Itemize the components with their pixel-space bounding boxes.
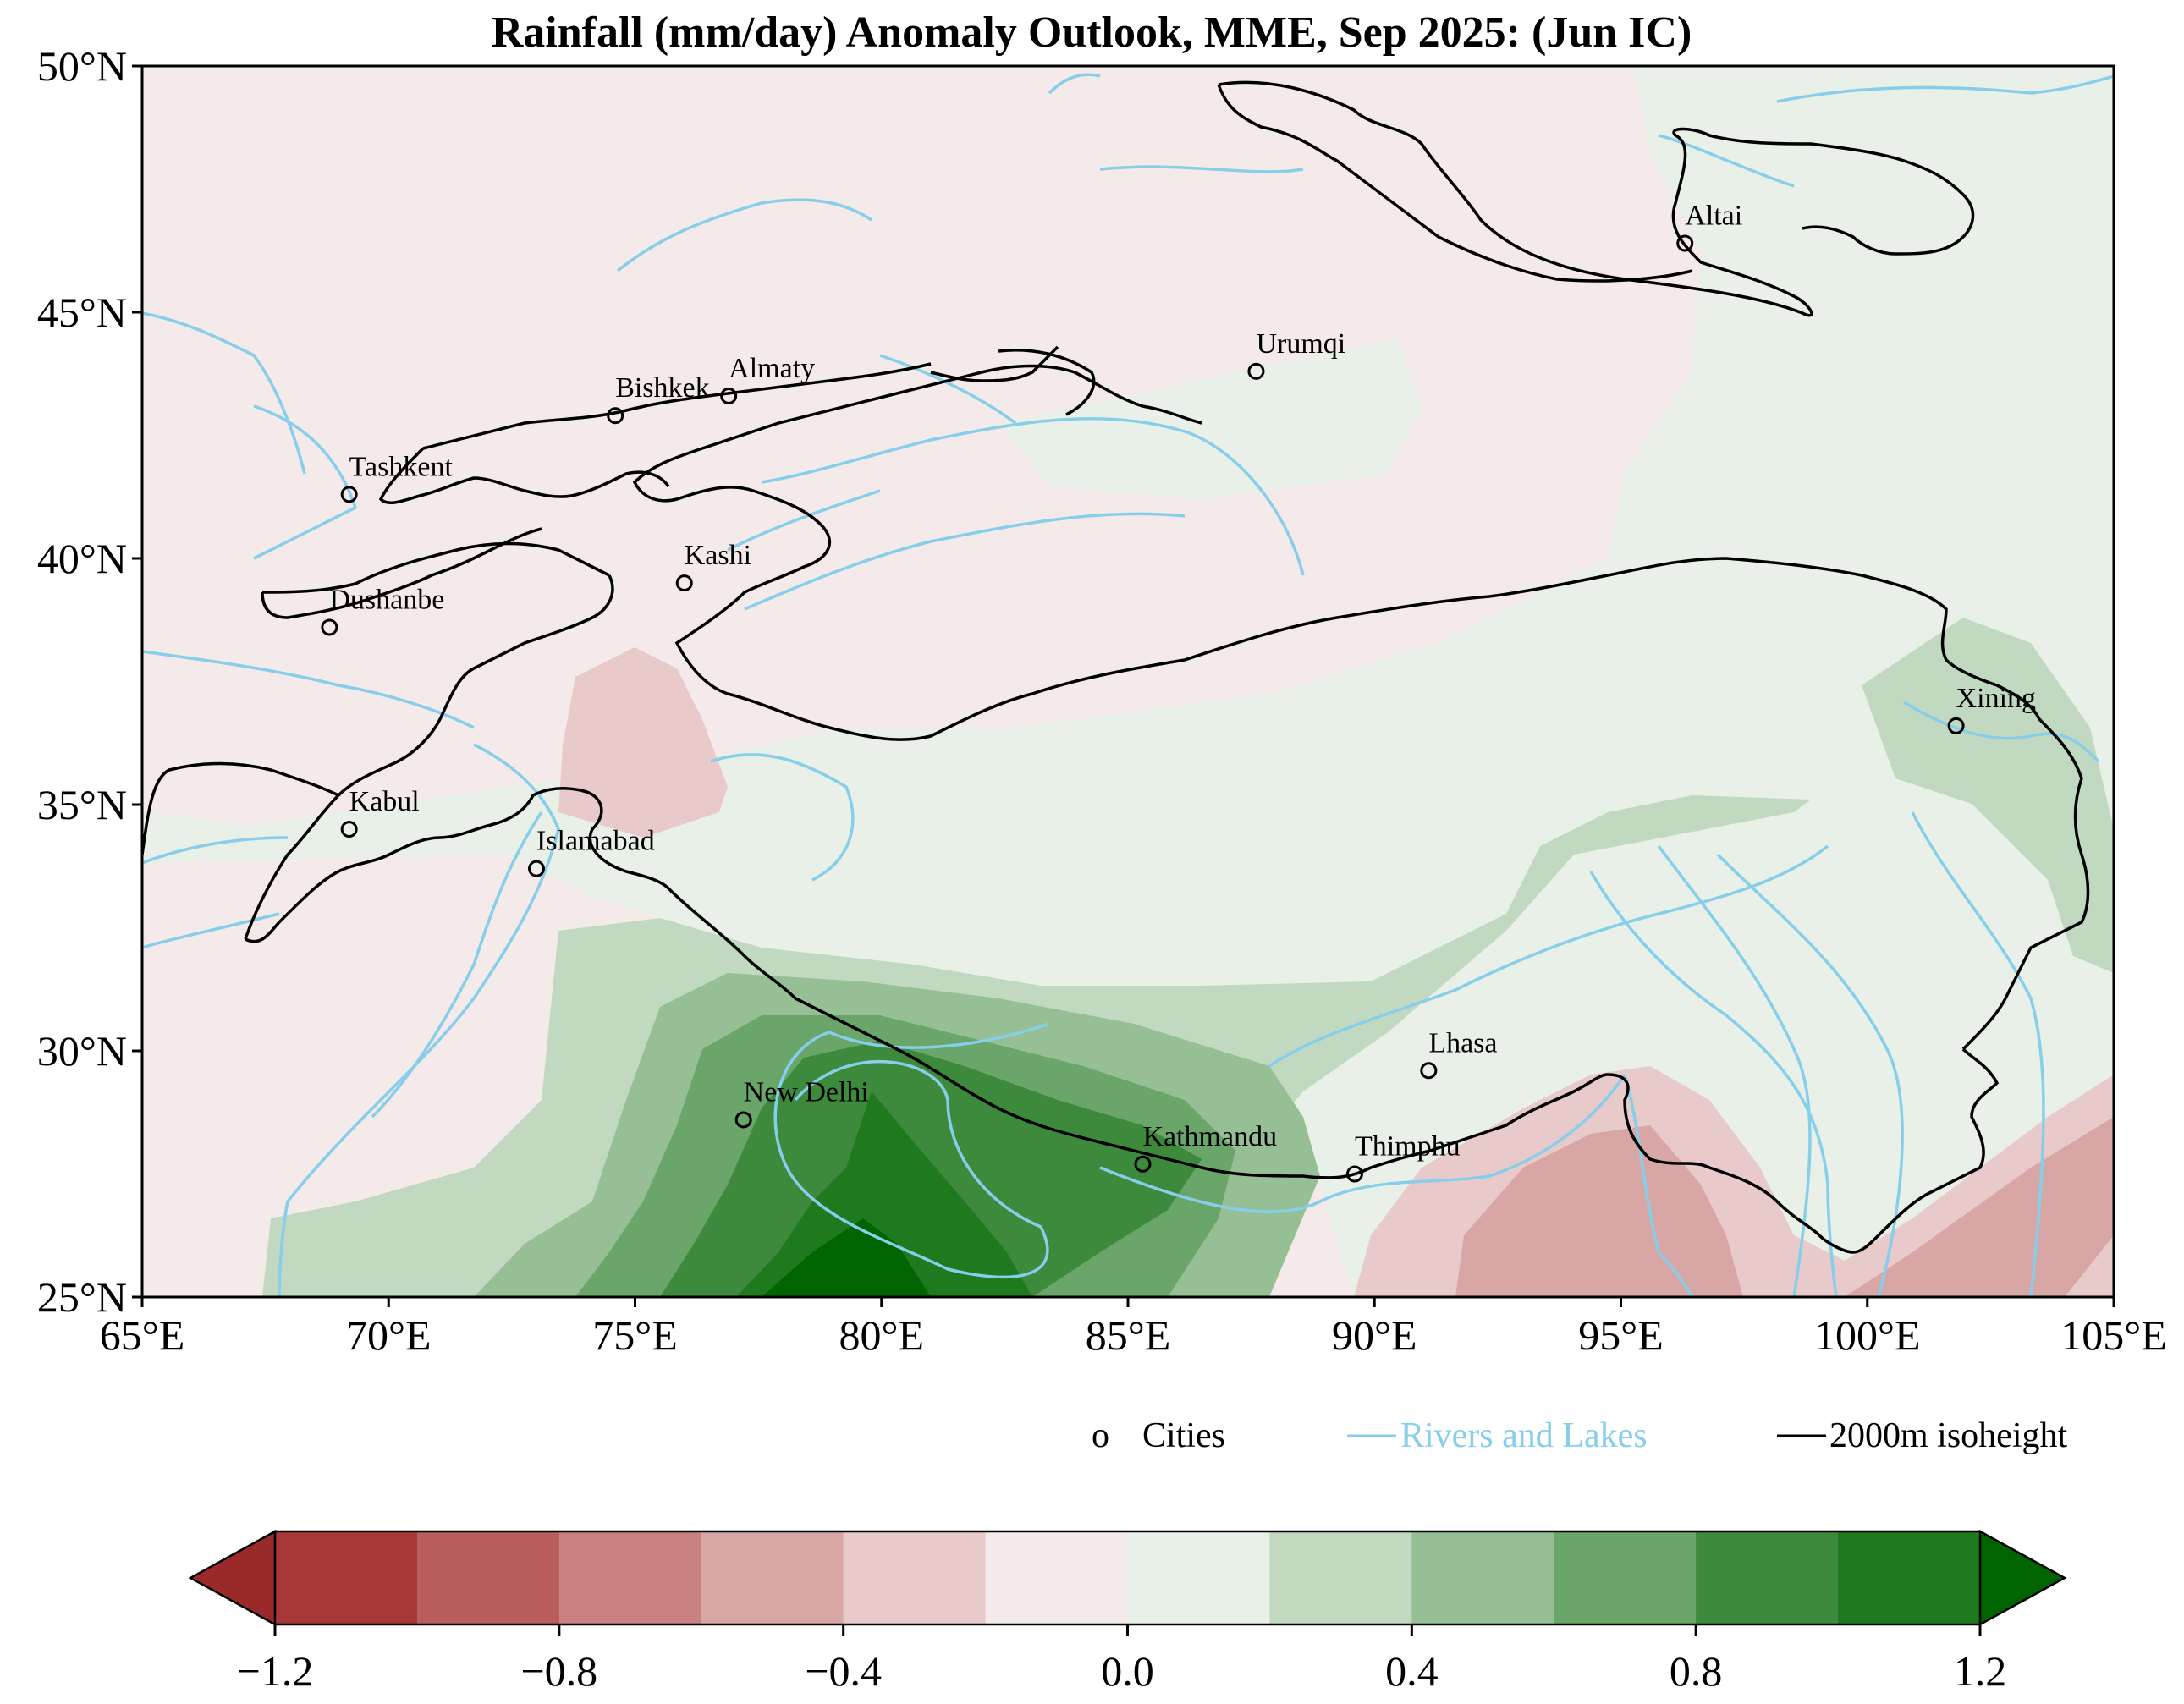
colorbar-tick-label: 0.0: [1101, 1647, 1154, 1695]
colorbar: −1.2 −0.8 −0.4 0.0 0.4 0.8 1.2: [188, 1529, 2067, 1695]
city-label: Almaty: [729, 353, 815, 384]
colorbar-segment: [558, 1531, 702, 1624]
colorbar-segment: [416, 1531, 560, 1624]
colorbar-under-extension: [188, 1529, 277, 1627]
anomaly-fill-positive-over: [762, 1218, 931, 1297]
city-layer: Altai Urumqi Almaty Bishkek Tashkent Kashi Dus…: [321, 201, 2036, 1183]
colorbar-segment: [275, 1531, 418, 1624]
legend-rivers-label: Rivers and Lakes: [1400, 1416, 1648, 1455]
city-marker: [528, 860, 545, 877]
anomaly-fill-weak-positive-tianshan: [998, 338, 1422, 499]
y-tick-label: 35°N: [37, 781, 127, 828]
isoheight-2000m: [142, 80, 2090, 1254]
colorbar-segment: [1127, 1531, 1270, 1624]
colorbar-segment: [1411, 1531, 1554, 1624]
city-label: Tashkent: [349, 451, 454, 482]
city-label: Kabul: [349, 786, 420, 817]
anomaly-fill-positive-1-0: [736, 1091, 1032, 1297]
colorbar-segment: [701, 1531, 844, 1624]
colorbar-segment: [1269, 1531, 1412, 1624]
y-tick-label: 30°N: [37, 1027, 127, 1075]
city-label: Altai: [1685, 201, 1742, 232]
city-marker: [321, 618, 338, 636]
colorbar-segment: [1554, 1531, 1697, 1624]
legend-isoheight-label: 2000m isoheight: [1829, 1416, 2067, 1455]
city-marker: [1420, 1062, 1438, 1080]
colorbar-segment: [985, 1531, 1128, 1624]
city-marker: [1947, 717, 1965, 734]
anomaly-fill-negative-pamir: [558, 647, 728, 838]
city-label: Thimphu: [1355, 1131, 1461, 1163]
city-label: Xining: [1956, 683, 2036, 714]
anomaly-fill-weak-positive: [142, 66, 2114, 1297]
x-tick-label: 90°E: [1332, 1311, 1417, 1359]
x-axis: 65°E 70°E 75°E 80°E 85°E 90°E 95°E 100°E 105°E: [100, 1297, 2167, 1359]
city-marker: [1134, 1155, 1152, 1173]
colorbar-segment: [1696, 1531, 1839, 1624]
rivers-and-lakes: [142, 73, 2114, 1297]
x-tick-label: 70°E: [346, 1311, 432, 1359]
city-marker: [1345, 1165, 1363, 1183]
figure-title: Rainfall (mm/day) Anomaly Outlook, MME, …: [492, 8, 1692, 57]
city-label: Kashi: [685, 540, 751, 571]
colorbar-segment: [1838, 1531, 1981, 1624]
city-label: Bishkek: [615, 372, 709, 404]
city-label: Lhasa: [1428, 1027, 1497, 1058]
x-tick-label: 65°E: [100, 1311, 185, 1359]
x-tick-label: 75°E: [592, 1311, 678, 1359]
city-marker: [1247, 362, 1265, 380]
colorbar-tick-label: 0.8: [1670, 1647, 1723, 1695]
map-legend: o Cities Rivers and Lakes 2000m isoheigh…: [1092, 1416, 2067, 1455]
colorbar-tick-label: 0.4: [1385, 1647, 1439, 1695]
y-tick-label: 25°N: [37, 1273, 127, 1321]
city-marker: [607, 407, 624, 425]
city-label: New Delhi: [744, 1076, 869, 1108]
city-label: Dushanbe: [329, 584, 444, 615]
y-axis: 25°N 30°N 35°N 40°N 45°N 50°N: [37, 42, 142, 1321]
x-tick-label: 105°E: [2060, 1311, 2167, 1359]
anomaly-fill-negative-far-east: [1845, 1117, 2114, 1297]
y-tick-label: 50°N: [37, 42, 127, 90]
x-tick-label: 80°E: [839, 1311, 924, 1359]
city-marker: [734, 1111, 752, 1129]
colorbar-tick-label: −0.8: [520, 1647, 597, 1695]
city-marker: [340, 486, 358, 503]
colorbar-segment: [843, 1531, 987, 1624]
x-tick-label: 100°E: [1814, 1311, 1921, 1359]
y-tick-label: 45°N: [37, 289, 127, 336]
x-tick-label: 85°E: [1086, 1311, 1171, 1359]
city-label: Islamabad: [536, 826, 655, 857]
x-tick-label: 95°E: [1578, 1311, 1664, 1359]
colorbar-tick-label: 1.2: [1954, 1647, 2007, 1695]
anomaly-fill-negative-southeast-core: [1455, 1125, 1743, 1297]
legend-cities-marker: o: [1092, 1416, 1109, 1455]
colorbar-over-extension: [1978, 1529, 2067, 1627]
anomaly-fill-positive-xining: [1862, 618, 2114, 973]
city-label: Urumqi: [1256, 328, 1345, 360]
colorbar-tick-label: −1.2: [237, 1647, 314, 1695]
city-marker: [1676, 234, 1694, 252]
city-label: Kathmandu: [1142, 1121, 1277, 1152]
city-marker: [675, 574, 693, 592]
legend-cities-label: Cities: [1142, 1416, 1225, 1455]
map-area: [142, 66, 2114, 1297]
colorbar-tick-label: −0.4: [805, 1647, 882, 1695]
city-marker: [340, 821, 358, 838]
y-tick-label: 40°N: [37, 535, 127, 582]
city-marker: [720, 387, 738, 404]
